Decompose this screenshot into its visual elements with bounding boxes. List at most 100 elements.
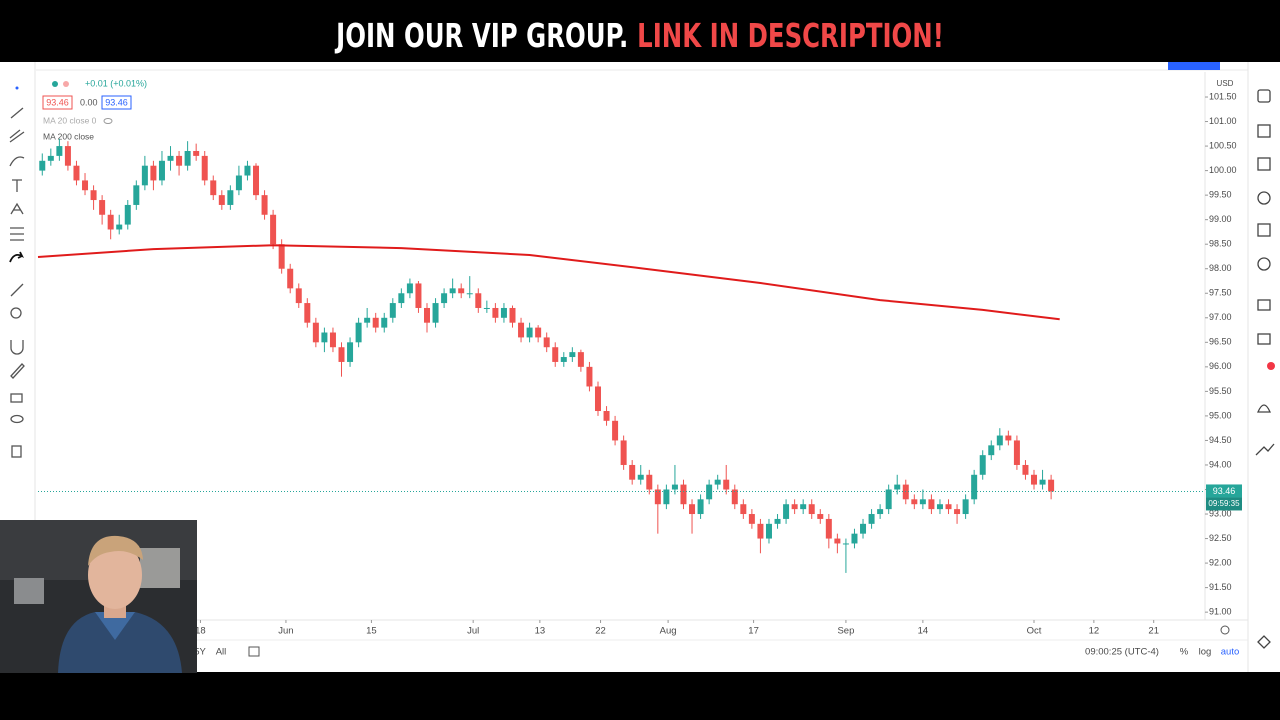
watchlist-icon[interactable] [1257, 89, 1271, 103]
alerts-icon[interactable] [1257, 191, 1271, 205]
candle-body [99, 200, 106, 215]
candle-body [988, 445, 995, 456]
legend: +0.01 (+0.01%) 93.46 0.00 93.46 MA 20 cl… [42, 78, 147, 141]
lock-tool[interactable] [10, 393, 23, 403]
x-tick-label: 17 [748, 626, 759, 637]
webcam-background-object [140, 548, 180, 588]
prediction-tool[interactable] [10, 227, 24, 241]
candle-body [150, 165, 157, 181]
candle-body [381, 317, 388, 328]
dom-icon[interactable] [1255, 443, 1275, 456]
candle-body [1022, 464, 1029, 475]
brush-tool[interactable] [9, 156, 25, 167]
candle-body [218, 195, 225, 205]
x-tick-label: 18 [195, 626, 206, 637]
candle-body [671, 484, 678, 490]
candle-body [253, 165, 260, 196]
ruler-tool[interactable] [10, 283, 24, 297]
range-button[interactable]: 5Y [194, 647, 206, 658]
candle-body [475, 293, 482, 308]
candle-body [877, 509, 884, 515]
candle-body [347, 342, 354, 362]
candle-body [552, 347, 559, 362]
right-sidebar [1255, 89, 1275, 649]
candle-body [637, 474, 644, 480]
candle-body [73, 165, 80, 181]
candle-body [176, 155, 183, 166]
pattern-tool[interactable] [10, 202, 24, 215]
sell-box[interactable] [42, 95, 73, 110]
y-tick-label: 91.50 [1209, 582, 1232, 592]
cursor-tool[interactable] [15, 86, 19, 90]
chat-icon[interactable] [1257, 299, 1271, 311]
candle-body [441, 293, 448, 304]
indicator-label: MA 200 close [43, 131, 94, 141]
webcam-hoodie [58, 612, 182, 673]
bell-icon[interactable] [1257, 404, 1271, 413]
visibility-icon[interactable] [103, 118, 113, 124]
drawing-mode-tool[interactable] [10, 363, 25, 379]
magnet-tool[interactable] [10, 340, 24, 355]
candle-body [184, 150, 191, 166]
calendar-icon[interactable] [1257, 223, 1271, 237]
settings-icon[interactable] [1220, 625, 1230, 635]
layers-icon[interactable] [1257, 635, 1271, 649]
candle-body [304, 303, 311, 323]
candle-body [569, 352, 576, 358]
range-button[interactable]: All [216, 647, 227, 658]
auto-toggle[interactable]: auto [1221, 647, 1240, 658]
clock[interactable]: 09:00:25 (UTC-4) [1085, 647, 1159, 658]
candle-body [1039, 479, 1046, 485]
candle-body [817, 514, 824, 519]
banner: JOIN OUR VIP GROUP. LINK IN DESCRIPTION! [334, 16, 943, 55]
candle-body [492, 307, 499, 318]
goto-date-icon[interactable] [248, 646, 260, 657]
candle-body [47, 155, 54, 161]
remove-tool[interactable] [11, 445, 22, 458]
trend-line-tool[interactable] [10, 107, 24, 119]
fib-tool[interactable] [9, 129, 25, 143]
candle-body [594, 386, 601, 412]
shapes-tool[interactable] [9, 251, 25, 263]
candle-body [372, 317, 379, 328]
candle-body [740, 504, 747, 515]
candle-body [928, 499, 935, 510]
hint-icon[interactable] [1257, 257, 1271, 271]
log-toggle[interactable]: log [1199, 647, 1212, 658]
candle-body [783, 504, 790, 519]
text-tool[interactable] [12, 179, 22, 192]
x-tick-label: Jun [278, 626, 293, 637]
ideas-icon[interactable] [1257, 157, 1271, 171]
candle-body [654, 489, 661, 505]
buy-box[interactable] [101, 95, 132, 110]
candle-body [714, 479, 721, 485]
y-tick-label: 100.50 [1209, 140, 1237, 150]
candle-body [518, 322, 525, 338]
x-tick-label: Jul [467, 626, 479, 637]
zoom-tool[interactable] [10, 307, 22, 319]
publish-button[interactable] [1168, 62, 1220, 70]
candle-body [56, 146, 63, 156]
candle-body [270, 214, 277, 245]
streams-icon[interactable] [1257, 333, 1271, 345]
y-tick-label: 91.00 [1209, 607, 1232, 617]
hide-tool[interactable] [10, 414, 24, 424]
candle-body [355, 322, 362, 343]
candle-body [791, 504, 798, 510]
y-tick-label: 92.50 [1209, 533, 1232, 543]
candle-body [560, 357, 567, 362]
percent-toggle[interactable]: % [1180, 647, 1189, 658]
candle-body [885, 489, 892, 510]
app-window [0, 62, 1280, 672]
news-icon[interactable] [1257, 124, 1271, 138]
candle-body [278, 244, 285, 269]
y-tick-label: 98.50 [1209, 239, 1232, 249]
candle-body [244, 165, 251, 176]
candle-body [860, 523, 867, 534]
candle-body [64, 146, 71, 166]
y-tick-label: 92.00 [1209, 557, 1232, 567]
y-tick-label: 95.00 [1209, 410, 1232, 420]
buy-price: 93.46 [105, 97, 128, 107]
candle-body [629, 464, 636, 480]
y-tick-label: 94.00 [1209, 459, 1232, 469]
